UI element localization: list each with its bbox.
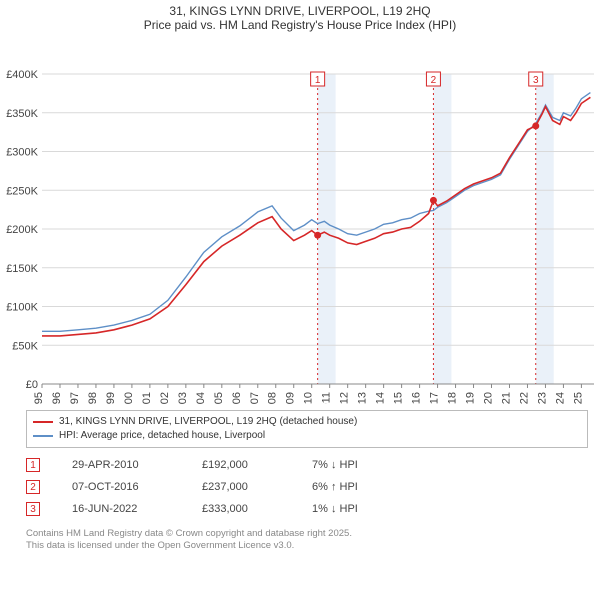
x-tick-label: 2002 [159,392,171,404]
legend-row: HPI: Average price, detached house, Live… [33,429,581,443]
sale-price: £192,000 [202,459,312,471]
x-tick-label: 1998 [87,392,99,404]
sale-marker-number: 3 [533,75,539,86]
x-tick-label: 2015 [393,392,405,404]
y-tick-label: £200K [6,224,38,236]
series-hpi [42,93,590,332]
sale-date: 29-APR-2010 [72,459,202,471]
legend-row: 31, KINGS LYNN DRIVE, LIVERPOOL, L19 2HQ… [33,415,581,429]
title-line-2: Price paid vs. HM Land Registry's House … [0,18,600,32]
legend-label: 31, KINGS LYNN DRIVE, LIVERPOOL, L19 2HQ… [59,415,357,429]
x-tick-label: 2006 [231,392,243,404]
x-tick-label: 2004 [195,392,207,404]
x-tick-label: 1996 [51,392,63,404]
y-tick-label: £400K [6,69,38,81]
x-tick-label: 2017 [429,392,441,404]
attribution: Contains HM Land Registry data © Crown c… [26,528,588,552]
sale-point [430,197,437,204]
series-property [42,97,590,336]
legend-swatch [33,421,53,423]
x-tick-label: 2018 [447,392,459,404]
x-tick-label: 2011 [321,392,333,404]
y-tick-label: £350K [6,108,38,120]
legend-swatch [33,435,53,437]
x-tick-label: 2008 [267,392,279,404]
chart-title-block: 31, KINGS LYNN DRIVE, LIVERPOOL, L19 2HQ… [0,0,600,34]
sale-number-box: 2 [26,480,40,494]
x-tick-label: 1997 [69,392,81,404]
x-tick-label: 2019 [465,392,477,404]
sale-number-box: 3 [26,502,40,516]
y-tick-label: £150K [6,263,38,275]
x-tick-label: 2000 [123,392,135,404]
x-tick-label: 2014 [375,392,387,404]
sale-pct-vs-hpi: 1% ↓ HPI [312,503,422,515]
x-tick-label: 2024 [554,392,566,404]
x-tick-label: 2016 [411,392,423,404]
sale-date: 07-OCT-2016 [72,481,202,493]
x-tick-label: 1995 [33,392,45,404]
sale-price: £333,000 [202,503,312,515]
sales-row: 2 07-OCT-2016£237,0006% ↑ HPI [26,476,588,498]
sale-number-box: 1 [26,458,40,472]
sale-pct-vs-hpi: 6% ↑ HPI [312,481,422,493]
x-tick-label: 2003 [177,392,189,404]
legend: 31, KINGS LYNN DRIVE, LIVERPOOL, L19 2HQ… [26,410,588,448]
sale-point [314,232,321,239]
x-tick-label: 2012 [339,392,351,404]
x-tick-label: 2013 [357,392,369,404]
x-tick-label: 2001 [141,392,153,404]
attribution-line-1: Contains HM Land Registry data © Crown c… [26,528,588,540]
title-line-1: 31, KINGS LYNN DRIVE, LIVERPOOL, L19 2HQ [0,4,600,18]
sale-point [532,122,539,129]
x-tick-label: 2009 [285,392,297,404]
x-tick-label: 2025 [572,392,584,404]
y-tick-label: £250K [6,185,38,197]
sale-pct-vs-hpi: 7% ↓ HPI [312,459,422,471]
x-tick-label: 2005 [213,392,225,404]
sale-marker-number: 2 [431,75,437,86]
x-tick-label: 2007 [249,392,261,404]
x-tick-label: 2021 [500,392,512,404]
x-tick-label: 2010 [303,392,315,404]
x-tick-label: 1999 [105,392,117,404]
sales-row: 3 16-JUN-2022£333,0001% ↓ HPI [26,498,588,520]
sale-marker-number: 1 [315,75,321,86]
y-tick-label: £100K [6,302,38,314]
y-tick-label: £300K [6,147,38,159]
sale-price: £237,000 [202,481,312,493]
x-tick-label: 2023 [536,392,548,404]
y-tick-label: £0 [26,379,38,391]
x-tick-label: 2022 [518,392,530,404]
legend-label: HPI: Average price, detached house, Live… [59,429,265,443]
sales-table: 1 29-APR-2010£192,0007% ↓ HPI 2 07-OCT-2016… [26,454,588,520]
attribution-line-2: This data is licensed under the Open Gov… [26,540,588,552]
y-tick-label: £50K [12,340,38,352]
chart-container: £0 £50K £100K £150K £200K £250K £300K £350K £400… [0,34,600,404]
sale-date: 16-JUN-2022 [72,503,202,515]
sales-row: 1 29-APR-2010£192,0007% ↓ HPI [26,454,588,476]
x-tick-label: 2020 [483,392,495,404]
price-chart: £0 £50K £100K £150K £200K £250K £300K £350K £400… [0,34,600,404]
